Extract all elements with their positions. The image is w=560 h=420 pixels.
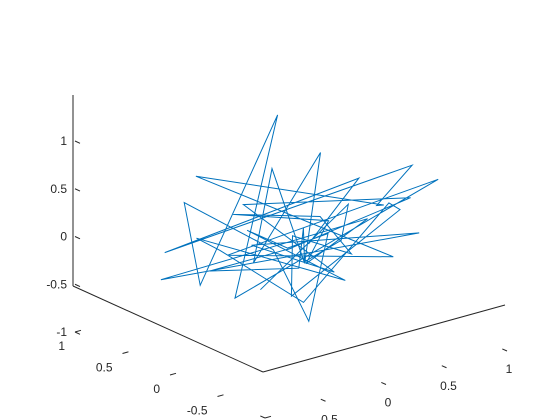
- data-series: [160, 114, 439, 323]
- x-tick-0: [260, 415, 266, 419]
- x-tick-4: [502, 348, 508, 352]
- x-tick-label: -0.5: [317, 412, 338, 420]
- x-tick-label: 1: [506, 362, 513, 376]
- z-tick-2: [74, 236, 81, 240]
- x-tick-label: 0.5: [440, 379, 457, 393]
- y-tick-0: [264, 415, 272, 419]
- z-tick-4: [74, 140, 81, 144]
- z-tick-label: -1: [56, 325, 67, 339]
- tick-labels: -1-0.500.51-1-0.500.51-1-0.500.51: [46, 134, 512, 420]
- y-tick-1: [217, 394, 224, 397]
- axes-3d: [72, 95, 506, 373]
- z-tick-3: [74, 188, 81, 192]
- y-axis-line: [72, 285, 264, 373]
- x-axis-line: [262, 304, 506, 373]
- x-tick-1: [320, 398, 326, 402]
- x-tick-2: [381, 381, 387, 385]
- y-tick-label: -0.5: [187, 404, 208, 418]
- x-tick-3: [441, 365, 447, 369]
- series-line-0: [160, 114, 439, 323]
- y-tick-4: [74, 329, 82, 333]
- z-tick-label: 0.5: [50, 182, 67, 196]
- z-tick-1: [74, 283, 81, 288]
- y-tick-label: 0: [153, 382, 160, 396]
- z-tick-label: -0.5: [46, 277, 67, 291]
- z-tick-label: 0: [60, 230, 67, 244]
- y-tick-label: 1: [58, 339, 65, 353]
- y-tick-3: [122, 351, 129, 354]
- x-tick-label: 0: [385, 396, 392, 410]
- y-tick-label: 0.5: [96, 361, 113, 375]
- axis-ticks: [74, 140, 508, 419]
- z-tick-label: 1: [60, 134, 67, 148]
- y-tick-2: [169, 372, 177, 376]
- z-tick-0: [74, 331, 81, 335]
